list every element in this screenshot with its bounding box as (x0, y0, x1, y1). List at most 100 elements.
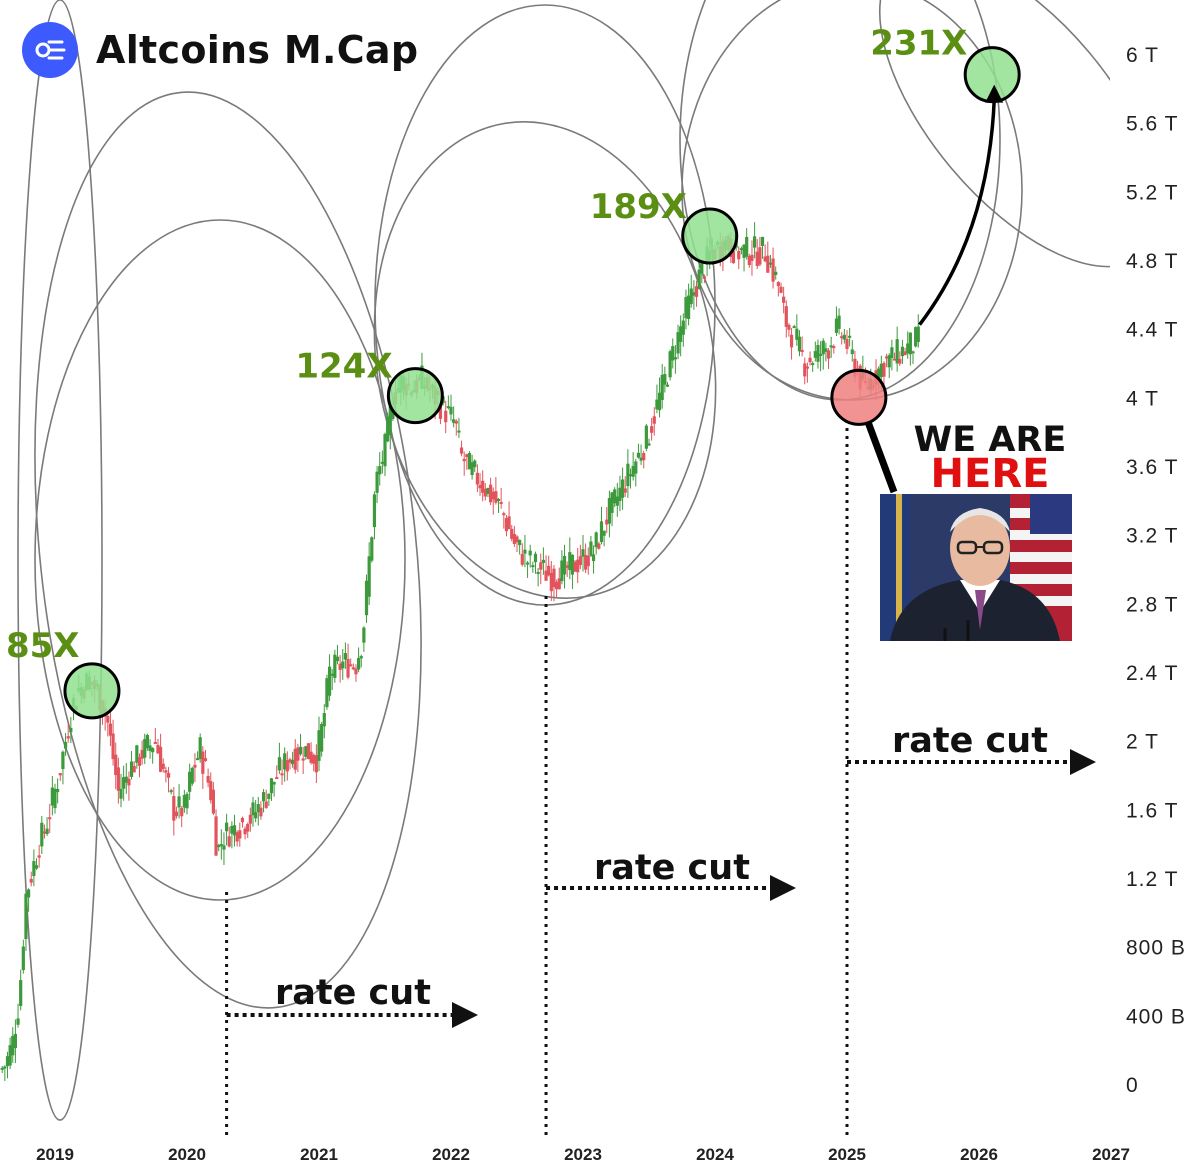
rate-cut-arrowhead (770, 875, 796, 901)
candle-body (795, 328, 799, 340)
y-axis: 6 T 5.6 T 5.2 T 4.8 T 4.4 T 4 T 3.6 T 3.2 T 2.8 … (1126, 44, 1186, 1097)
candle-body (562, 555, 567, 575)
candle (63, 732, 68, 756)
candle (219, 829, 223, 860)
candle (747, 253, 751, 268)
candle-body (288, 759, 292, 763)
candle-body (195, 758, 200, 761)
candle-body (63, 742, 68, 749)
candle-body (499, 502, 503, 505)
candle-body (739, 248, 743, 251)
candle-body (462, 458, 466, 462)
cycle-ellipse (34, 91, 422, 1009)
candle (473, 459, 477, 473)
candle (364, 574, 369, 623)
candle (338, 655, 342, 683)
candle (193, 753, 197, 783)
candle-body (565, 565, 569, 568)
candle-body (491, 491, 495, 500)
altcoins-logo-icon (22, 22, 78, 78)
candle (129, 751, 134, 780)
candle-body (465, 454, 469, 458)
candle (261, 788, 266, 813)
candle (652, 407, 656, 436)
candle-body (676, 332, 680, 354)
candle (687, 283, 691, 326)
y-tick-label: 2 T (1126, 731, 1159, 754)
candle-body (665, 384, 670, 387)
candle (531, 561, 535, 573)
candle-body (475, 472, 479, 485)
candle-body (259, 807, 263, 817)
candle (243, 826, 247, 840)
candle (132, 761, 136, 773)
y-tick-label: 5.2 T (1126, 181, 1178, 204)
candle-body (549, 572, 553, 592)
candle (562, 544, 567, 589)
candle (42, 824, 47, 839)
candle (108, 709, 113, 747)
candle (697, 258, 701, 290)
candle (816, 339, 820, 369)
candle-body (808, 357, 812, 363)
candle-body (829, 345, 833, 348)
candle (50, 776, 54, 816)
candle (689, 274, 693, 308)
candle-body (552, 568, 556, 588)
candle (217, 843, 221, 852)
candle (359, 654, 363, 668)
candle-body (240, 817, 245, 823)
candle (349, 658, 353, 667)
candle-body (481, 480, 485, 493)
x-tick-label: 2019 (36, 1145, 74, 1164)
candle-body (349, 664, 353, 667)
candle (673, 345, 677, 374)
candle (800, 336, 804, 357)
candle (11, 1027, 15, 1063)
candle-body (673, 357, 677, 360)
candle-body (159, 746, 163, 772)
candle-body (335, 656, 340, 662)
candle-body (887, 355, 891, 368)
candle-body (805, 366, 809, 369)
candle-body (143, 739, 147, 758)
candle (13, 1019, 17, 1064)
candle (760, 236, 765, 259)
candle (665, 381, 670, 388)
candle (745, 228, 749, 260)
candle (539, 553, 543, 585)
candle-body (378, 466, 382, 475)
candle (209, 772, 213, 804)
candle-body (568, 552, 572, 571)
candle-body (227, 836, 231, 847)
x-tick-label: 2024 (696, 1145, 734, 1164)
candle-body (122, 777, 126, 789)
candle-body (792, 326, 796, 329)
candle (679, 315, 683, 357)
candle (599, 506, 604, 545)
y-tick-label: 4.4 T (1126, 319, 1178, 342)
y-tick-label: 400 B (1126, 1005, 1186, 1028)
x-tick-label: 2021 (300, 1145, 338, 1164)
candle (832, 344, 836, 354)
candle (829, 336, 833, 358)
rate-cut-arrowhead (1070, 749, 1096, 775)
candle-body (312, 754, 316, 764)
candle-body (483, 488, 487, 497)
candle (174, 806, 179, 819)
candle (502, 511, 506, 529)
candle-body (496, 498, 501, 501)
candle-body (486, 488, 490, 494)
candle-body (172, 796, 176, 821)
candle-body (383, 434, 387, 467)
y-tick-label: 4.8 T (1126, 250, 1178, 273)
candle-body (217, 845, 221, 848)
rate-cut-annotation: rate cut (225, 892, 478, 1138)
candle-body (631, 465, 635, 477)
candle (259, 801, 263, 820)
candle (700, 262, 704, 284)
candle (591, 545, 596, 574)
candle-body (333, 654, 337, 678)
candle (557, 567, 561, 590)
candle-body (367, 556, 371, 597)
